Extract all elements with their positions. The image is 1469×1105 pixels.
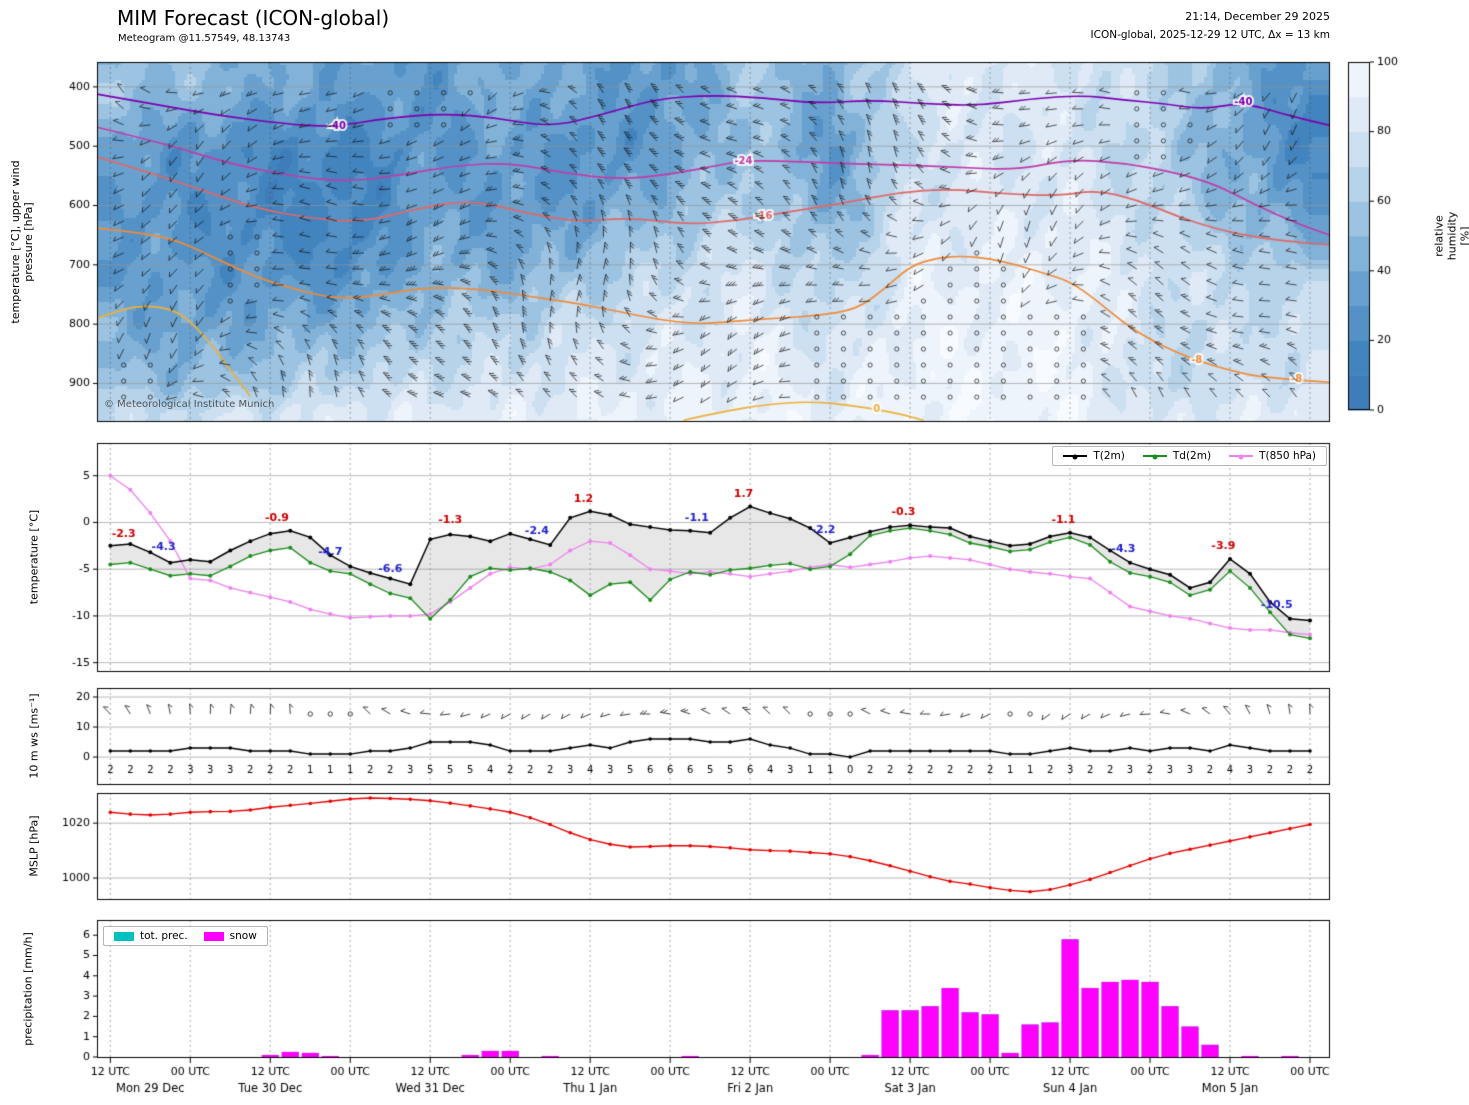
legend-label-td2m: Td(2m) (1172, 450, 1212, 462)
legend-item-tot-prec: tot. prec. (114, 930, 188, 942)
t850-marker-dot (1238, 454, 1244, 460)
colorbar-label: relative humidity [%] (1432, 211, 1469, 261)
mslp-ylabel: MSLP [hPa] (27, 815, 41, 877)
legend-label-snow: snow (229, 930, 257, 942)
legend-item-snow: snow (203, 930, 257, 942)
t2m-line-sample (1063, 454, 1088, 460)
upper-panel-ylabel: temperature [°C], upper wind pressure [h… (9, 160, 35, 324)
precip-legend: tot. prec. snow (103, 926, 268, 946)
t2m-marker-dot (1072, 454, 1078, 460)
legend-item-t850: T(850 hPa) (1229, 450, 1316, 462)
td2m-marker-dot (1152, 454, 1158, 460)
copyright-watermark: © Meteorological Institute Munich (104, 399, 275, 410)
snow-swatch (203, 931, 224, 941)
generated-timestamp: 21:14, December 29 2025 (1185, 10, 1330, 23)
model-run-info: ICON-global, 2025-12-29 12 UTC, Δx = 13 … (1090, 29, 1330, 41)
wind-ylabel: 10 m ws [ms⁻¹] (27, 693, 41, 779)
precip-ylabel: precipitation [mm/h] (21, 932, 35, 1046)
page-subtitle: Meteogram @11.57549, 48.13743 (118, 33, 291, 44)
td2m-line-sample (1142, 454, 1167, 460)
temperature-legend: T(2m) Td(2m) T(850 hPa) (1052, 446, 1327, 466)
tot-prec-swatch (114, 931, 134, 941)
t850-line-sample (1229, 454, 1254, 460)
temperature-ylabel: temperature [°C] (27, 509, 41, 605)
legend-label-t2m: T(2m) (1093, 450, 1125, 462)
page-title: MIM Forecast (ICON-global) (117, 6, 390, 30)
legend-label-t850: T(850 hPa) (1259, 450, 1316, 462)
legend-item-t2m: T(2m) (1063, 450, 1125, 462)
legend-item-td2m: Td(2m) (1142, 450, 1212, 462)
legend-label-tot-prec: tot. prec. (140, 930, 188, 942)
